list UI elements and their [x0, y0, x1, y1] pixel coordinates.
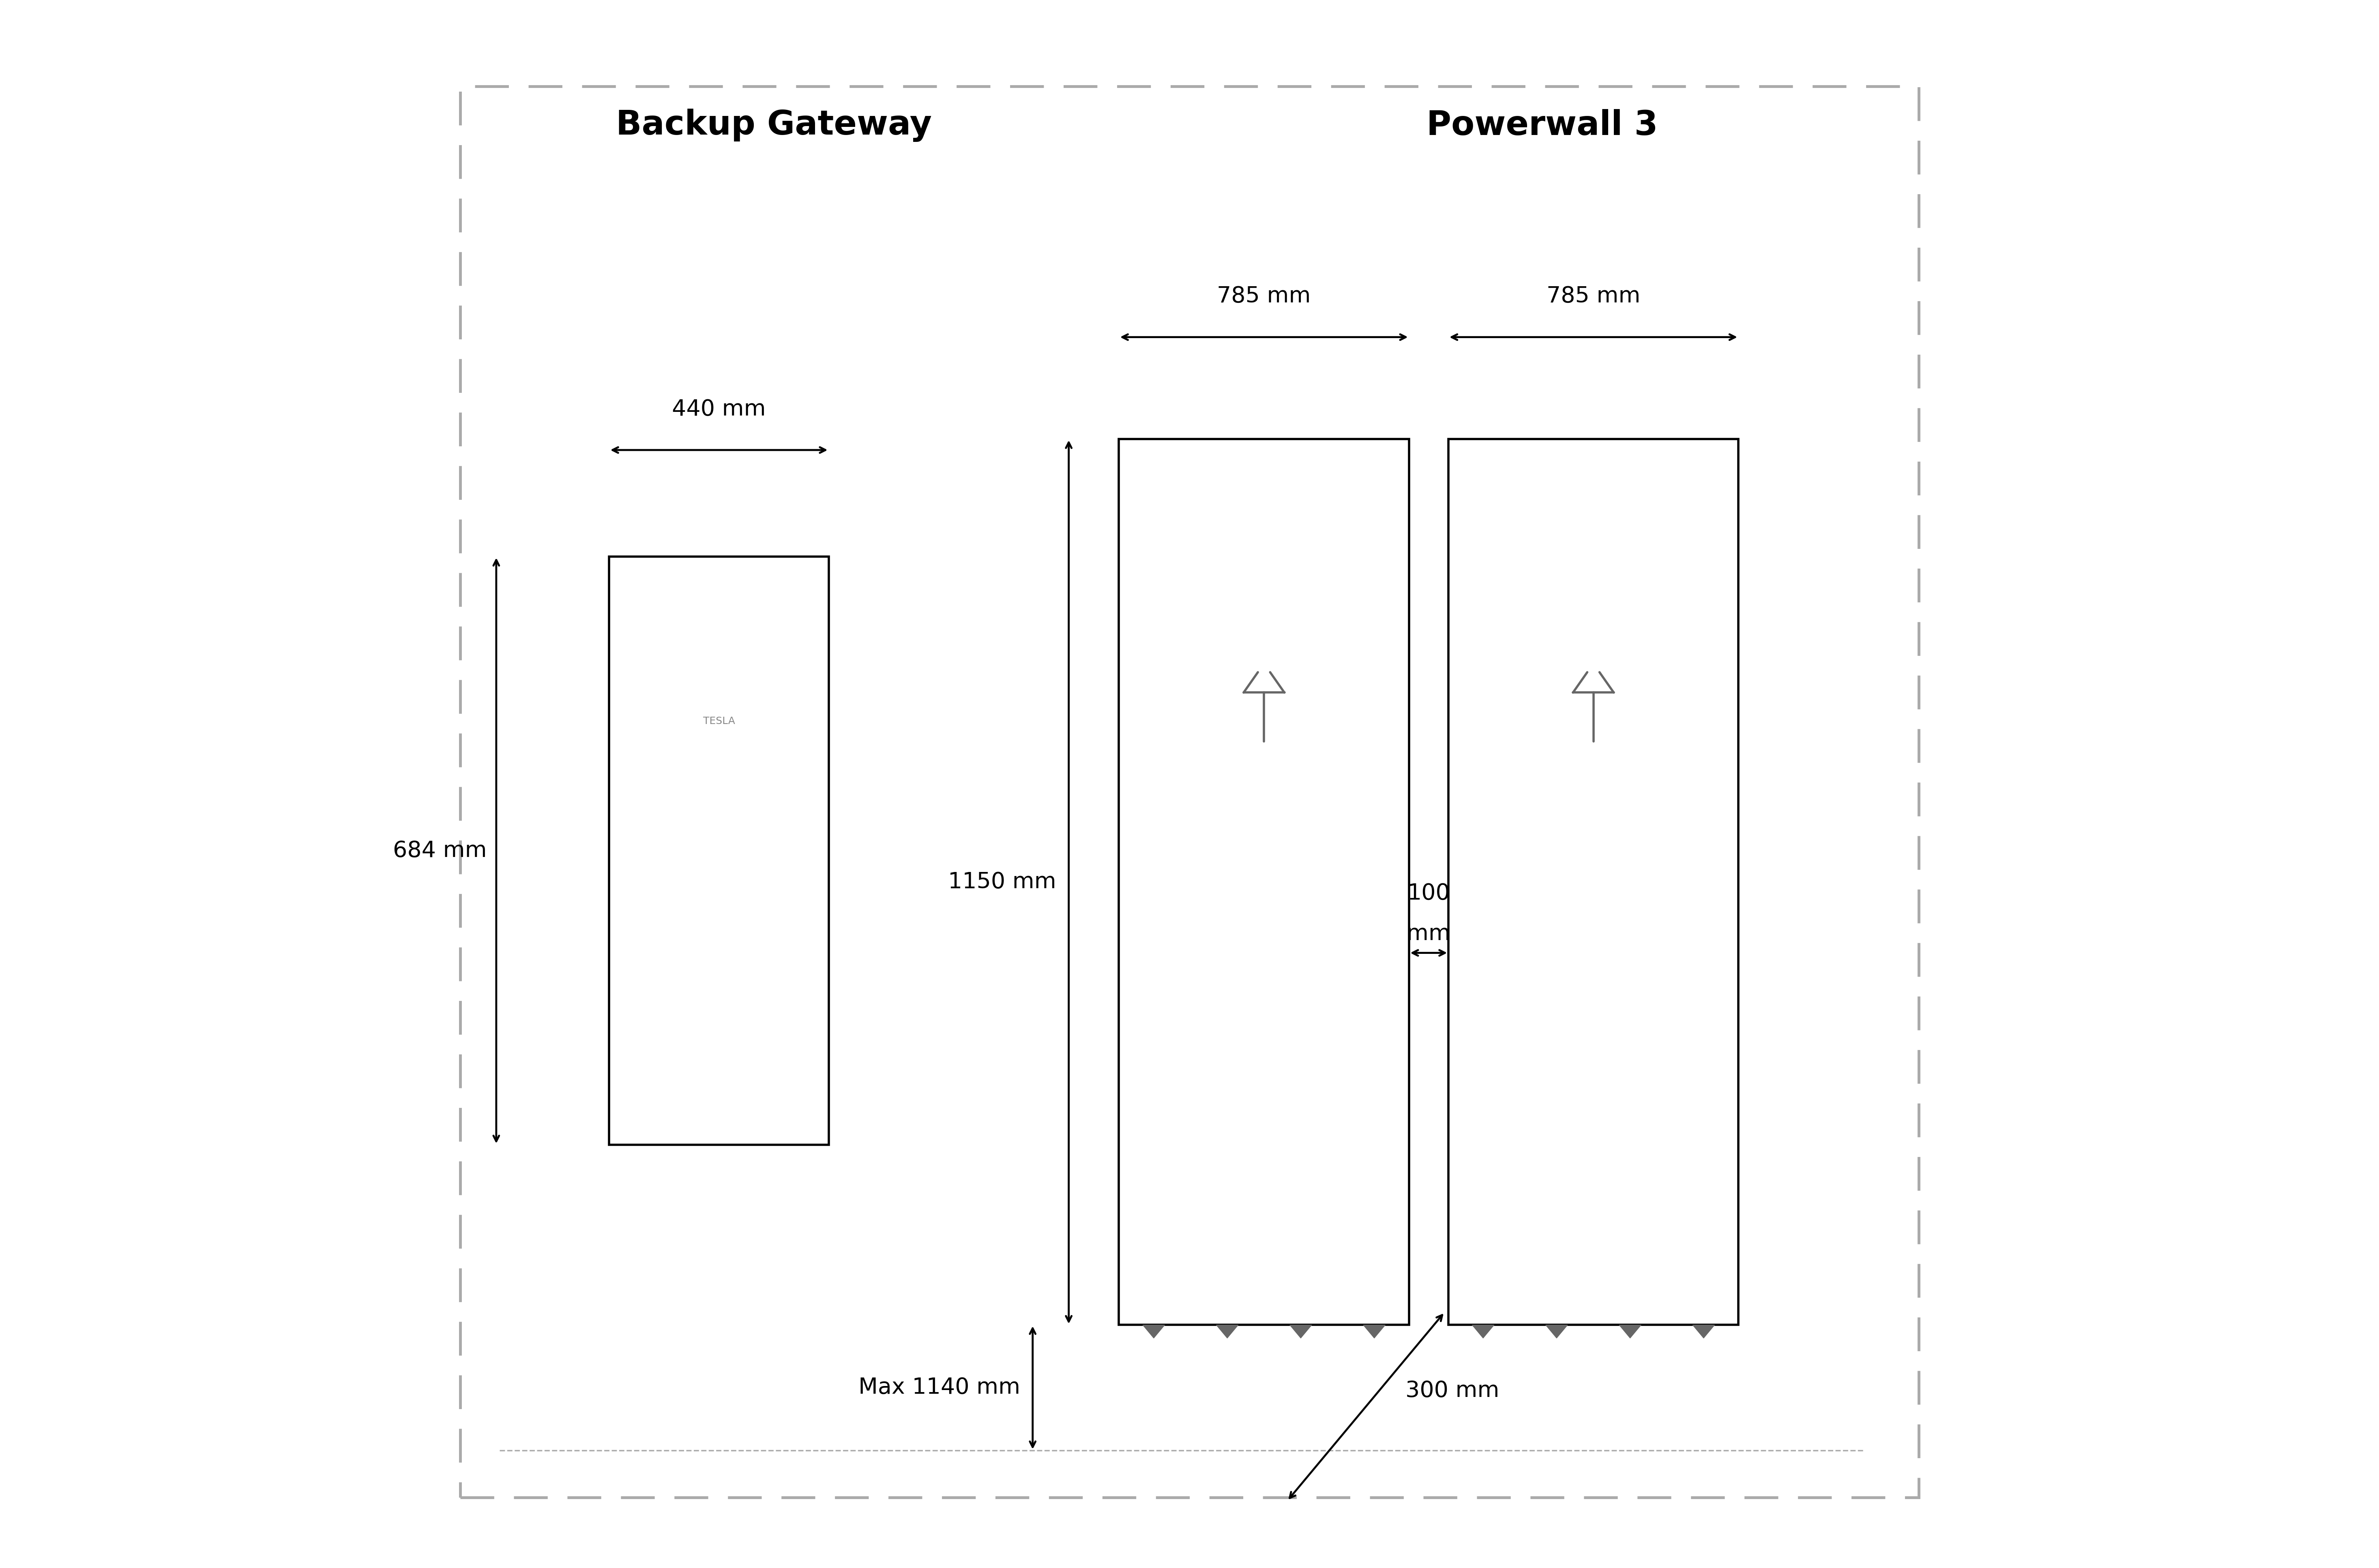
Text: Max 1140 mm: Max 1140 mm — [859, 1377, 1021, 1399]
Polygon shape — [1620, 1325, 1642, 1338]
Text: 785 mm: 785 mm — [1218, 285, 1311, 307]
Bar — [609, 557, 828, 1145]
Polygon shape — [1546, 1325, 1568, 1338]
Text: 785 mm: 785 mm — [1546, 285, 1639, 307]
Polygon shape — [1289, 1325, 1311, 1338]
Text: TESLA: TESLA — [702, 717, 735, 726]
Text: 100: 100 — [1408, 883, 1451, 905]
Text: Backup Gateway: Backup Gateway — [616, 108, 933, 143]
Polygon shape — [1216, 1325, 1237, 1338]
Bar — [1118, 439, 1408, 1325]
Polygon shape — [1473, 1325, 1494, 1338]
Text: 1150 mm: 1150 mm — [947, 872, 1056, 892]
Text: 684 mm: 684 mm — [393, 840, 488, 861]
Text: 440 mm: 440 mm — [671, 398, 766, 420]
Polygon shape — [1691, 1325, 1715, 1338]
Polygon shape — [1142, 1325, 1166, 1338]
Text: mm: mm — [1406, 924, 1451, 946]
Bar — [1449, 439, 1739, 1325]
Text: 300 mm: 300 mm — [1406, 1380, 1499, 1402]
Text: Powerwall 3: Powerwall 3 — [1427, 110, 1658, 141]
Polygon shape — [1363, 1325, 1385, 1338]
